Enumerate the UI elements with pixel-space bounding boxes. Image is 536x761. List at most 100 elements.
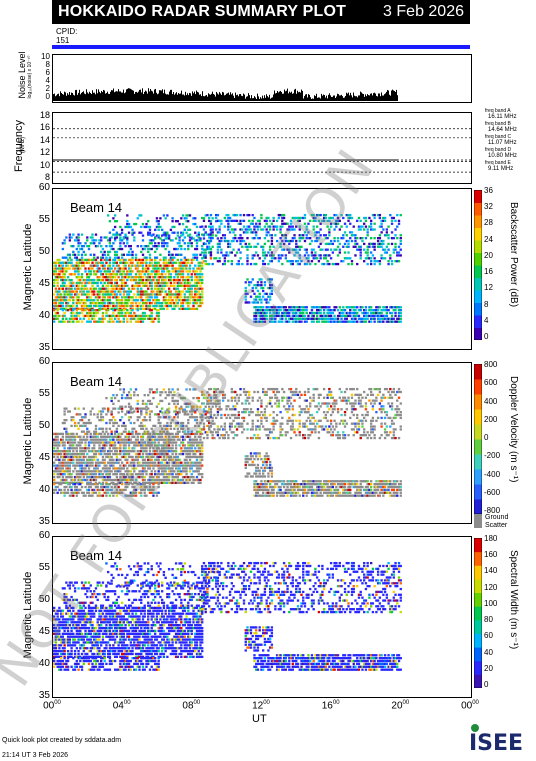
- noise-bar: [235, 92, 236, 101]
- noise-bar: [77, 94, 78, 101]
- noise-bar: [327, 98, 328, 101]
- noise-bar: [92, 90, 93, 101]
- colorbar-segment: [474, 327, 482, 340]
- noise-bar: [346, 92, 347, 101]
- colorbar-title: Spectral Width (m s⁻¹): [508, 550, 519, 650]
- noise-bar: [144, 91, 145, 101]
- colorbar-segment: [474, 394, 482, 410]
- noise-bar: [248, 93, 249, 101]
- noise-bar: [389, 94, 390, 101]
- colorbar-segment: [474, 633, 482, 648]
- noise-bar: [192, 91, 193, 101]
- noise-bar: [264, 95, 265, 101]
- noise-bar: [334, 95, 335, 101]
- noise-bar: [383, 95, 384, 101]
- noise-bar: [136, 91, 137, 101]
- noise-bar: [74, 95, 75, 101]
- ut-tick-hour: 04: [112, 700, 124, 712]
- beam-label: Beam 14: [70, 200, 123, 215]
- colorbar-tick: 800: [484, 360, 498, 369]
- ut-tick: 0000: [40, 700, 64, 711]
- noise-bar: [311, 99, 312, 101]
- noise-bar: [325, 97, 326, 101]
- colorbar-tick: 28: [484, 218, 493, 228]
- noise-bar: [88, 93, 89, 101]
- noise-bar: [361, 92, 362, 101]
- colorbar-title: Backscatter Power (dB): [508, 202, 519, 308]
- colorbar-segment: [474, 484, 482, 500]
- beam-label: Beam 14: [70, 374, 123, 389]
- freq-y-tick: 10: [39, 159, 50, 170]
- magnetic-latitude-label: Magnetic Latitude: [22, 397, 34, 485]
- colorbar-segment: [474, 439, 482, 455]
- noise-bar: [243, 93, 244, 101]
- noise-bar: [274, 90, 275, 101]
- colorbar-tick: 36: [484, 186, 493, 195]
- noise-bar: [339, 95, 340, 101]
- noise-bar: [169, 91, 170, 101]
- noise-ylabel: Noise Level: [17, 51, 27, 99]
- noise-bar: [142, 88, 143, 101]
- noise-bar: [315, 96, 316, 101]
- noise-bar: [263, 98, 264, 101]
- noise-bar: [342, 96, 343, 101]
- radar-plot: [53, 213, 402, 323]
- noise-bar: [122, 92, 123, 101]
- noise-bar: [378, 93, 379, 101]
- colorbar-segment: [474, 660, 482, 675]
- noise-bar: [394, 90, 395, 101]
- noise-bar: [204, 96, 205, 101]
- noise-bar: [96, 89, 97, 101]
- noise-bar: [73, 94, 74, 101]
- frequency-band-value: 9.11 MHz: [488, 166, 514, 172]
- noise-bar: [359, 95, 360, 101]
- title-bar: HOKKAIDO RADAR SUMMARY PLOT 3 Feb 2026: [52, 0, 470, 24]
- frequency-band-value: 14.64 MHz: [488, 127, 518, 133]
- noise-bar: [232, 93, 233, 101]
- noise-bar: [242, 96, 243, 101]
- ut-tick-hour: 00: [43, 700, 55, 712]
- latitude-tick: 60: [38, 530, 50, 541]
- frequency-band-label: freq band E: [485, 160, 511, 166]
- noise-bar: [369, 95, 370, 101]
- colorbar-tick: 60: [484, 631, 493, 641]
- noise-bar: [200, 94, 201, 101]
- noise-bar: [241, 95, 242, 101]
- noise-bar: [357, 97, 358, 101]
- noise-bar: [185, 91, 186, 101]
- isee-logo: ISEE: [467, 722, 529, 756]
- noise-bar: [343, 97, 344, 101]
- noise-bar: [126, 89, 127, 101]
- noise-bar: [134, 93, 135, 101]
- noise-bar: [129, 88, 130, 101]
- noise-bar: [289, 91, 290, 101]
- noise-bar: [360, 91, 361, 101]
- noise-bar: [240, 93, 241, 101]
- colorbar-tick: 32: [484, 202, 493, 212]
- frequency-panel: [52, 112, 472, 184]
- noise-bar: [97, 93, 98, 101]
- noise-bar: [179, 93, 180, 101]
- noise-bar: [197, 91, 198, 101]
- noise-bar: [82, 92, 83, 101]
- noise-bar: [216, 91, 217, 101]
- noise-bar: [112, 90, 113, 101]
- noise-bar: [293, 93, 294, 101]
- noise-bar: [104, 90, 105, 101]
- noise-bar: [382, 95, 383, 101]
- colorbar-tick: 140: [484, 566, 498, 576]
- noise-bar: [220, 93, 221, 101]
- ut-tick-minute: 00: [402, 700, 410, 706]
- noise-bar: [234, 97, 235, 101]
- noise-bar: [377, 96, 378, 101]
- noise-bar: [313, 98, 314, 101]
- noise-bar: [314, 95, 315, 101]
- cpid-bar: [52, 45, 470, 49]
- noise-bar: [225, 94, 226, 101]
- noise-bar: [257, 93, 258, 101]
- noise-bar: [137, 92, 138, 101]
- cpid-block: CPID: 151: [56, 27, 77, 45]
- noise-bar: [344, 97, 345, 101]
- noise-bar: [269, 94, 270, 101]
- noise-bar: [310, 97, 311, 101]
